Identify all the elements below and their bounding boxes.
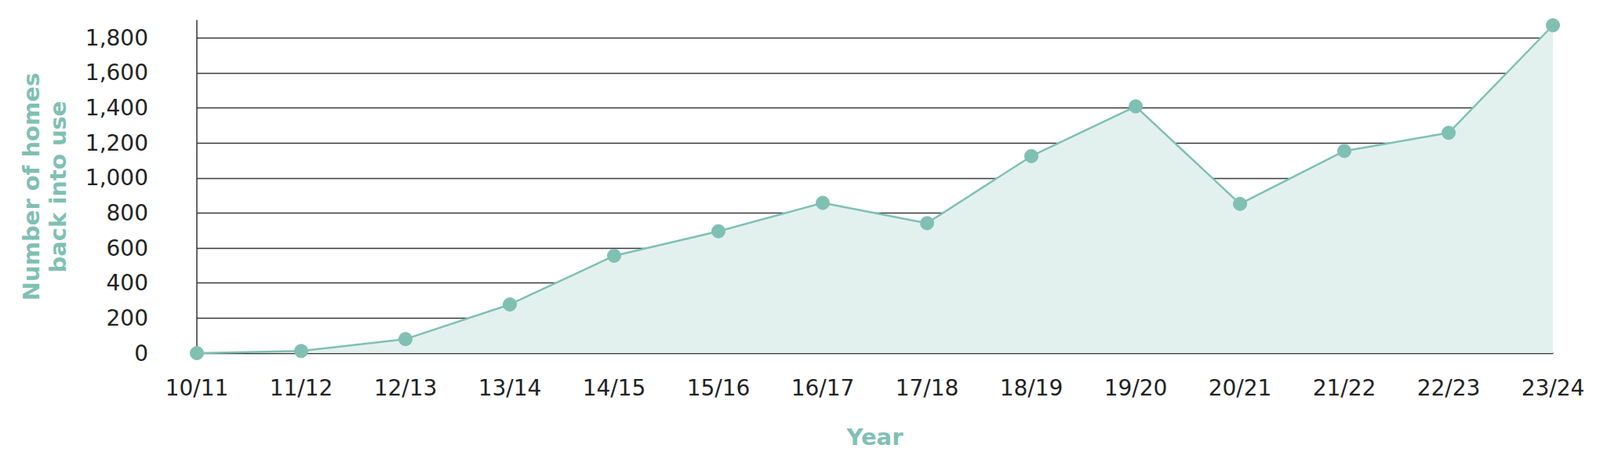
- svg-text:1,400: 1,400: [85, 94, 149, 121]
- svg-text:11/12: 11/12: [269, 374, 334, 401]
- svg-text:18/19: 18/19: [1000, 374, 1064, 401]
- svg-text:1,000: 1,000: [85, 164, 149, 191]
- svg-text:Year: Year: [846, 423, 905, 451]
- svg-text:23/24: 23/24: [1521, 374, 1586, 401]
- svg-text:200: 200: [106, 305, 149, 331]
- svg-text:1,600: 1,600: [85, 59, 149, 86]
- svg-text:17/18: 17/18: [895, 374, 960, 401]
- svg-text:0: 0: [134, 340, 149, 367]
- svg-text:10/11: 10/11: [165, 374, 230, 401]
- svg-text:15/16: 15/16: [687, 374, 751, 401]
- svg-text:400: 400: [106, 269, 149, 296]
- svg-text:21/22: 21/22: [1312, 374, 1377, 401]
- svg-text:14/15: 14/15: [582, 374, 647, 401]
- svg-text:Number of homes: Number of homes: [18, 72, 45, 301]
- svg-text:12/13: 12/13: [374, 374, 438, 401]
- svg-text:22/23: 22/23: [1417, 374, 1481, 401]
- svg-text:19/20: 19/20: [1104, 374, 1168, 401]
- svg-text:13/14: 13/14: [478, 374, 542, 401]
- svg-text:800: 800: [106, 200, 149, 226]
- svg-text:20/21: 20/21: [1208, 374, 1273, 401]
- svg-text:1,800: 1,800: [85, 25, 149, 51]
- svg-text:600: 600: [106, 235, 149, 262]
- svg-text:back into use: back into use: [44, 101, 72, 273]
- svg-text:16/17: 16/17: [791, 374, 855, 401]
- svg-text:1,200: 1,200: [85, 130, 149, 157]
